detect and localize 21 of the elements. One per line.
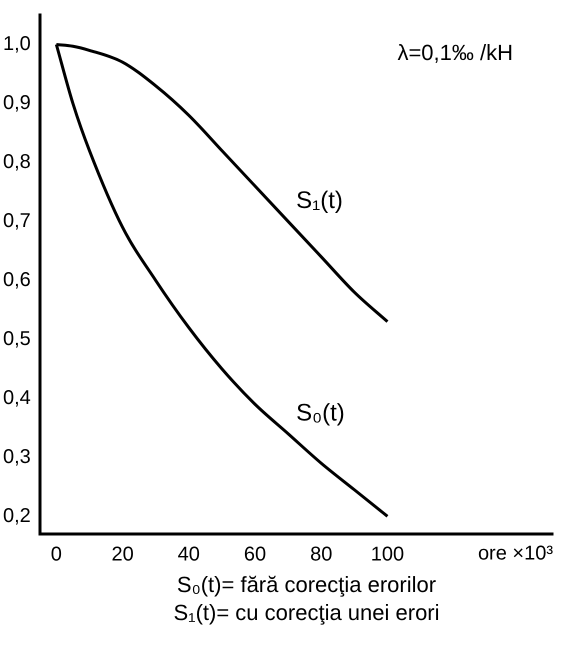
y-tick-label: 0,4 <box>2 386 31 409</box>
x-tick-label: 80 <box>310 544 332 566</box>
series-label: S₀(t) <box>296 399 345 426</box>
y-tick-label: 0,5 <box>2 328 31 350</box>
y-tick-label: 0,3 <box>2 446 31 468</box>
y-tick-label: 0,6 <box>2 268 31 291</box>
y-tick-label: 0,9 <box>2 92 31 114</box>
x-tick-label: 100 <box>370 544 404 566</box>
text: S₁(t)= cu corecţia unei erori <box>172 600 441 626</box>
x-axis-title: ore ×10³ <box>478 542 554 565</box>
text: S₀(t)= fără corecţia erorilor <box>176 572 438 598</box>
y-tick-label: 0,2 <box>2 504 31 527</box>
y-tick-label: 0,7 <box>2 210 31 232</box>
y-tick-label: 1,0 <box>2 33 31 56</box>
series-label: S₁(t) <box>296 187 343 214</box>
x-tick-label: 0 <box>50 544 62 566</box>
y-tick-label: 0,8 <box>2 150 31 173</box>
annotation: λ=0,1‰ /kH <box>397 40 513 66</box>
x-tick-label: 20 <box>111 544 134 566</box>
x-tick-label: 40 <box>178 544 200 566</box>
x-tick-label: 60 <box>244 544 266 566</box>
